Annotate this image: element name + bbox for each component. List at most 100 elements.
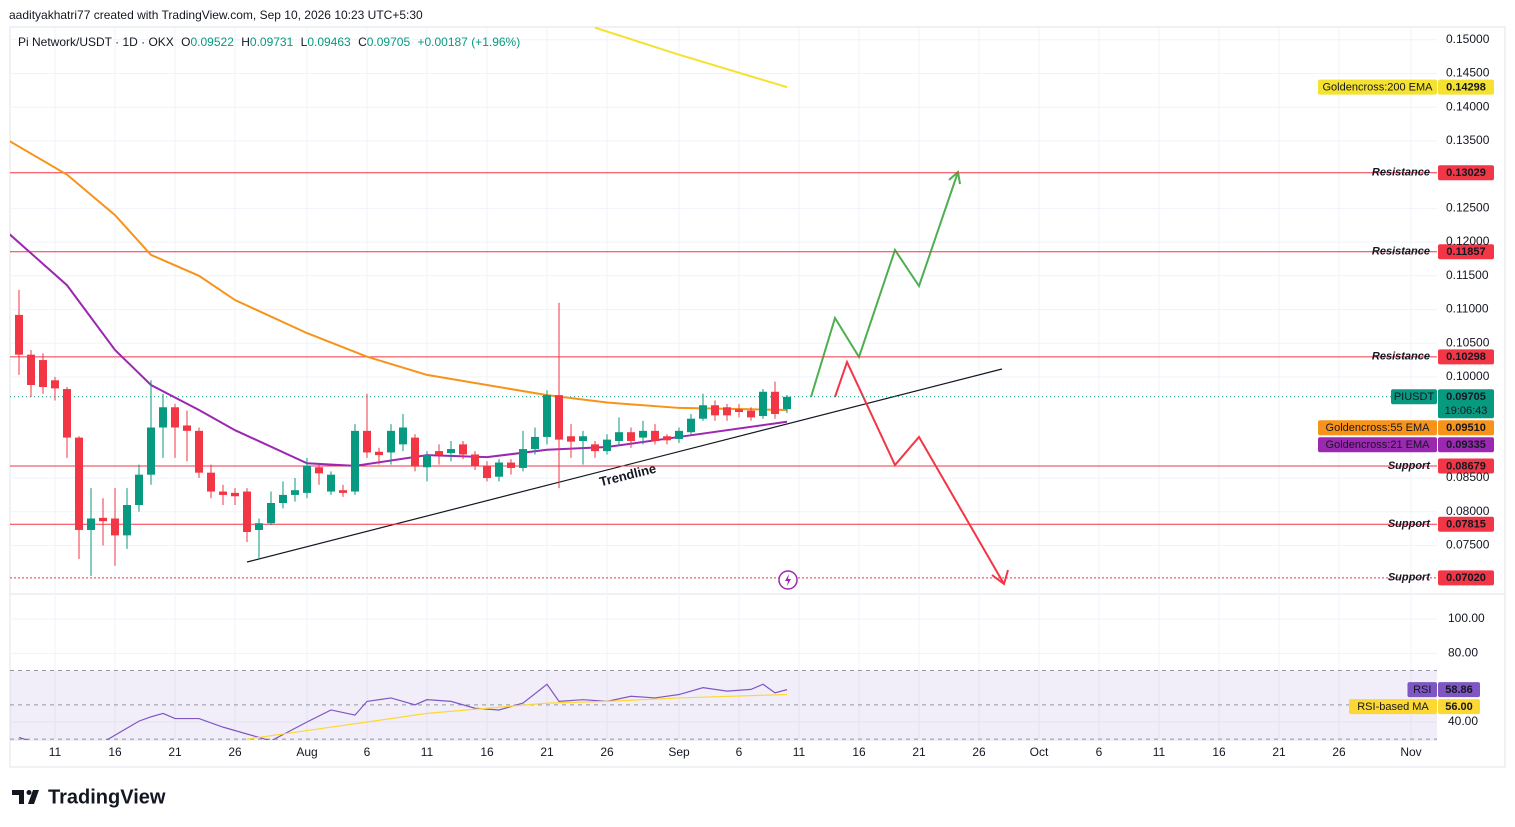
countdown: 19:06:43 [1445,405,1488,417]
series-line [10,140,788,411]
level-value-box [1438,349,1494,365]
candle-body [567,436,575,442]
candle-body [579,436,587,441]
level-value: 0.13029 [1446,167,1486,179]
y-tick-label: 0.11000 [1446,302,1489,316]
candle-body [747,410,755,418]
x-tick-label: 26 [228,745,242,759]
candle-body [771,391,779,415]
candle-body [471,454,479,466]
rsi-pane [10,669,1437,740]
symbol: Pi Network/USDT · 1D · OKX [18,35,174,49]
rsi-tick-label: 100.00 [1448,611,1485,625]
level-value-box [1438,458,1494,474]
level-value-box [1438,570,1494,586]
legend: Pi Network/USDT · 1D · OKX O0.09522 H0.0… [18,35,524,49]
x-tick-label: Nov [1400,745,1421,759]
x-tick-label: 11 [793,745,806,759]
level-value: 0.07020 [1446,572,1486,584]
x-tick-label: 21 [540,745,554,759]
last-price-name: PIUSDT [1394,391,1435,403]
series-value-box [1438,79,1494,95]
x-tick-label: 16 [1212,745,1226,759]
candle-body [339,490,347,493]
level-value: 0.11857 [1446,246,1485,258]
x-tick-label: 16 [480,745,494,759]
candle-body [39,360,47,388]
close-prefix: C [358,35,367,49]
ohlc-close: C0.09705 [358,35,410,49]
candle-body [195,430,203,473]
x-tick-label: 21 [912,745,926,759]
rsi-value: 58.86 [1445,684,1473,696]
bullish-projection [810,171,959,398]
level-value-box [1438,165,1494,181]
candle-body [15,314,23,355]
brand-logo [12,790,39,804]
high-value: 0.09731 [249,35,294,49]
grid [10,27,1437,740]
candle-body [519,449,527,468]
candle-body [723,407,731,416]
x-tick-label: Sep [668,745,690,759]
close-value: 0.09705 [366,35,411,49]
candle-body [543,395,551,437]
ohlc-open: O0.09522 [181,35,234,49]
level-value: 0.08679 [1446,460,1486,472]
candle-body [231,492,239,497]
candle-body [255,523,263,530]
y-tick-label: 0.12000 [1446,234,1490,248]
candle-body [291,490,299,495]
candle-body [351,430,359,492]
candle-body [27,354,35,386]
candle-body [591,444,599,452]
series-name-box [1318,79,1437,95]
y-tick-label: 0.11500 [1446,268,1489,282]
candle-body [147,427,155,475]
candle-body [375,451,383,456]
y-tick-label: 0.13500 [1446,133,1490,147]
y-tick-label: 0.07500 [1446,538,1490,552]
candle-body [687,418,695,433]
candle-body [171,407,179,428]
candle-body [783,396,791,410]
level-value: 0.07815 [1446,519,1486,531]
low-prefix: L [300,35,308,49]
candle-body [555,395,563,440]
candle-body [675,430,683,439]
open-value: 0.09522 [190,35,234,49]
x-tick-label: Oct [1030,745,1049,759]
candle-body [627,432,635,441]
x-tick-label: 11 [421,745,434,759]
series-name-box [1318,420,1437,436]
candle-body [699,405,707,419]
level-name: Support [1388,572,1431,584]
candle-body [495,462,503,477]
candle-body [483,465,491,479]
candle-body [243,491,251,532]
credit: aadityakhatri77 created with TradingView… [9,8,423,22]
level-value-box [1438,244,1494,260]
y-tick-label: 0.15000 [1446,32,1490,46]
brand: TradingView [48,786,166,808]
candle-body [639,430,647,438]
rsi-tick-label: 80.00 [1448,645,1478,659]
bullish-arrowhead [948,170,961,185]
candle-body [363,430,371,453]
rsi-name: RSI-based MA [1357,701,1429,713]
change: +0.00187 (+1.96%) [417,35,521,49]
y-tick-label: 0.10000 [1446,369,1490,383]
x-tick-label: 6 [364,745,371,759]
rsi-tick-label: 40.00 [1448,714,1478,728]
x-tick-label: 26 [600,745,614,759]
rsi-value-box [1438,699,1480,715]
candle-body [279,494,287,504]
candle-body [411,437,419,467]
x-tick-label: 11 [49,745,62,759]
level-name: Support [1388,460,1431,472]
y-tick-label: 0.14500 [1446,66,1490,80]
candle-body [63,389,71,438]
candle-body [111,518,119,536]
x-tick-label: Aug [296,745,317,759]
